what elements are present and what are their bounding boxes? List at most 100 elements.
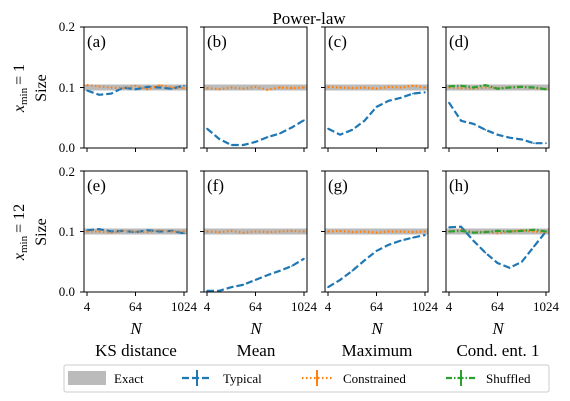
data-point-typical	[460, 225, 462, 228]
data-point-typical	[472, 123, 475, 125]
data-point-typical	[424, 91, 426, 94]
data-point-constrained	[183, 87, 185, 89]
data-point-typical	[206, 290, 208, 292]
data-point-constrained	[460, 87, 462, 89]
data-point-typical	[291, 265, 293, 267]
panel-h: 4 64 1024 (h)	[442, 170, 560, 314]
data-point-constrained	[533, 230, 535, 233]
y-tick-label: 0.2	[59, 164, 75, 179]
data-point-shuffled	[472, 86, 475, 89]
data-point-typical	[327, 286, 329, 289]
panel-letter: (h)	[449, 176, 469, 195]
row-0-xmin-sub: min	[18, 87, 30, 105]
data-point-typical	[375, 106, 378, 108]
data-point-shuffled	[533, 228, 535, 231]
data-point-constrained	[254, 230, 257, 233]
data-point-constrained	[242, 231, 245, 234]
data-point-typical	[448, 226, 450, 229]
data-point-shuffled	[521, 86, 523, 88]
exact-band	[325, 228, 428, 235]
data-point-typical	[351, 270, 354, 272]
panel-letter: (f)	[207, 176, 224, 195]
figure-title: Power-law	[272, 9, 346, 28]
data-point-typical	[521, 138, 523, 141]
data-point-typical	[496, 262, 499, 264]
y-ticks-row-1: 0.2 0.1 0.0	[59, 164, 75, 299]
panel-letter: (g)	[328, 176, 348, 195]
panel-b: (b)	[200, 26, 308, 152]
data-point-typical	[218, 290, 220, 292]
data-point-shuffled	[508, 86, 511, 89]
data-point-constrained	[351, 87, 354, 89]
data-point-typical	[375, 250, 378, 252]
data-point-shuffled	[484, 84, 487, 86]
row-label-0: xmin = 1 Size	[11, 64, 50, 113]
data-point-shuffled	[545, 88, 547, 91]
col-2-label: Maximum	[342, 341, 413, 360]
row-0-xmin-label: xmin = 1	[11, 64, 30, 113]
y-tick-label: 0.2	[59, 19, 75, 34]
data-point-typical	[412, 92, 414, 95]
row-0-xmin-value: = 1	[11, 64, 28, 85]
data-point-constrained	[363, 86, 366, 89]
data-point-typical	[484, 251, 487, 254]
row-0-ylabel: Size	[33, 74, 50, 102]
data-point-typical	[448, 101, 450, 104]
data-point-typical	[412, 236, 414, 239]
data-point-constrained	[375, 231, 378, 234]
data-point-typical	[230, 144, 233, 146]
y-tick-label: 0.0	[59, 284, 75, 299]
col-0-xlabel: N	[129, 319, 143, 338]
x-tick-label: 1024	[533, 299, 560, 314]
data-point-typical	[266, 274, 269, 276]
data-point-constrained	[159, 84, 161, 86]
data-point-shuffled	[448, 230, 450, 233]
data-point-constrained	[206, 230, 208, 233]
x-tick-label: 64	[249, 299, 263, 314]
data-point-constrained	[134, 230, 137, 233]
data-point-constrained	[86, 84, 88, 86]
data-point-constrained	[110, 231, 113, 234]
x-tick-label: 4	[325, 299, 332, 314]
data-point-constrained	[363, 230, 366, 233]
data-point-typical	[183, 232, 185, 235]
data-point-typical	[460, 120, 462, 122]
legend-label-shuffled: Shuffled	[486, 371, 531, 386]
data-point-constrained	[242, 87, 245, 90]
x-tick-label: 1024	[171, 299, 198, 314]
data-point-typical	[303, 257, 305, 260]
row-1-xmin-sub: min	[18, 235, 30, 253]
data-point-constrained	[400, 230, 402, 233]
legend: Exact Typical Constrained Shuffled	[63, 364, 550, 393]
data-point-constrained	[183, 230, 185, 233]
data-point-typical	[242, 144, 245, 146]
data-point-constrained	[98, 230, 100, 233]
data-point-constrained	[339, 230, 341, 232]
data-point-typical	[242, 283, 245, 286]
data-point-constrained	[134, 84, 137, 87]
data-point-constrained	[171, 86, 173, 89]
data-point-typical	[98, 228, 100, 230]
panels: (a) (b) (c) (d) 4 64 1024 (e) 4 64 1024 (f) 4 64 1024 (…	[80, 26, 560, 314]
data-point-typical	[183, 84, 185, 87]
data-point-typical	[533, 245, 535, 248]
col-2-xlabel: N	[370, 319, 384, 338]
panel-letter: (c)	[328, 32, 347, 51]
data-point-constrained	[230, 86, 233, 89]
data-point-typical	[400, 239, 402, 242]
panel-g: 4 64 1024 (g)	[321, 170, 439, 314]
data-point-constrained	[254, 86, 257, 88]
panel-letter: (e)	[87, 176, 106, 195]
data-point-constrained	[122, 87, 125, 89]
col-3-label: Cond. ent. 1	[456, 341, 539, 360]
data-point-shuffled	[496, 230, 499, 232]
row-0-xmin-var: x	[11, 105, 28, 113]
x-tick-label: 64	[491, 299, 505, 314]
data-point-typical	[327, 127, 329, 130]
y-tick-label: 0.1	[59, 80, 75, 95]
panel-c: (c)	[321, 26, 429, 152]
data-point-typical	[230, 286, 233, 289]
data-point-constrained	[279, 230, 281, 233]
data-point-constrained	[412, 231, 414, 233]
data-point-typical	[266, 136, 269, 138]
